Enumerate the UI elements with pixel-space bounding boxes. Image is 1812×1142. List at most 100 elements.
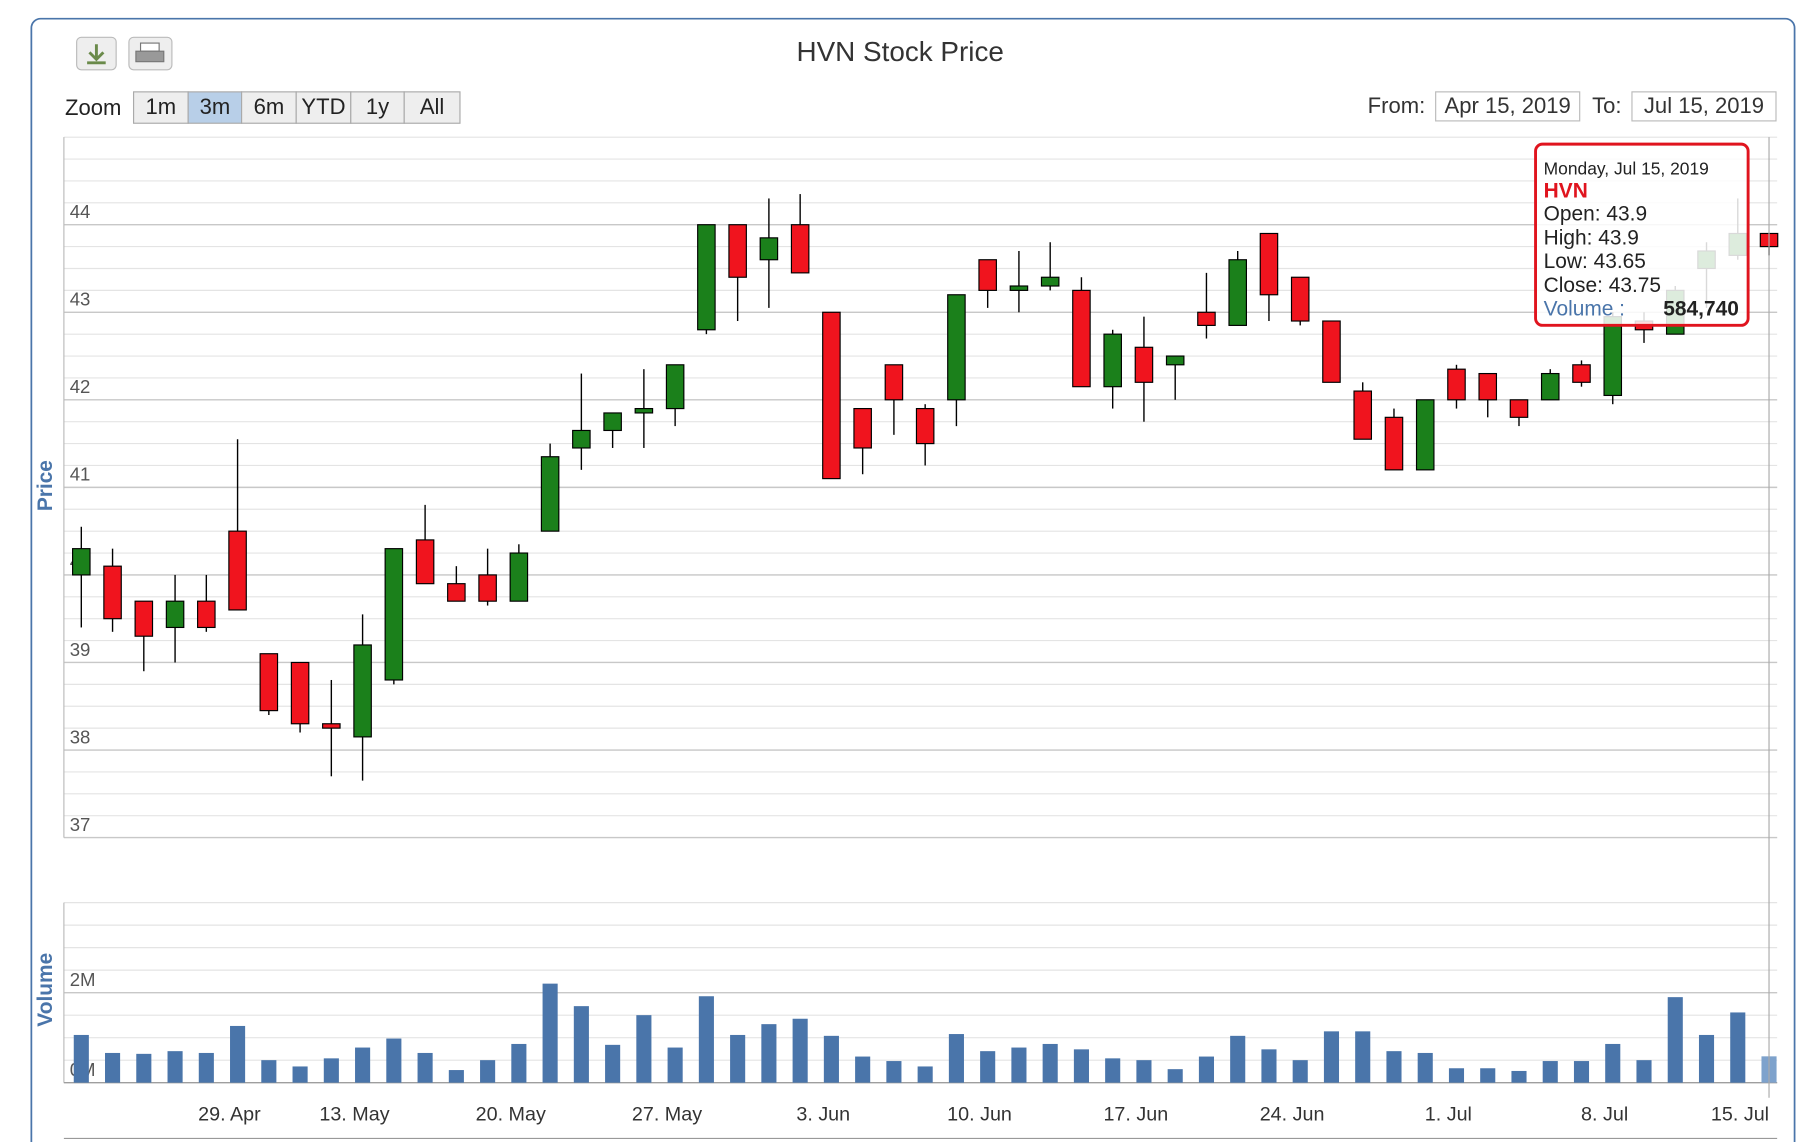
volume-bar [230,1025,246,1083]
volume-bar [167,1051,183,1083]
candle-body [790,224,810,274]
candle-body [884,364,904,401]
volume-bar [917,1066,933,1083]
candle-body [509,552,529,602]
candle-body [1103,333,1122,388]
candle-body [697,224,716,331]
candle-body [353,644,372,738]
x-tick-label: 10. Jun [947,1103,1012,1125]
price-axis-title: Price [34,460,57,511]
candle-body [1384,416,1404,471]
print-button[interactable] [128,36,173,71]
volume-bar [605,1044,621,1083]
volume-bar [480,1060,496,1083]
volume-bar [667,1047,683,1083]
from-label: From: [1368,93,1426,118]
x-tick-label: 24. Jun [1260,1103,1325,1125]
candle-body [603,412,622,432]
candle-body [822,311,841,480]
candle-body [1197,311,1216,326]
volume-bar [1292,1060,1308,1083]
candle-body [540,456,560,532]
volume-bar [1323,1031,1340,1083]
tooltip-volume-label: Volume : [1544,298,1625,321]
volume-bar [1448,1068,1465,1083]
volume-bar [292,1066,308,1083]
volume-bar [1073,1049,1089,1083]
volume-axis-title: Volume [34,953,57,1027]
zoom-button[interactable] [403,91,461,124]
candle-body [384,548,404,681]
volume-bar [886,1061,902,1083]
volume-bar [1511,1070,1527,1083]
to-input[interactable] [1631,91,1777,122]
candle-body [134,600,154,637]
candle-body [415,539,435,585]
candle-body [165,600,185,629]
candle-body [853,407,872,449]
candle-body [1353,390,1373,440]
x-tick-label: 29. Apr [198,1103,261,1125]
y-tick-label: 42 [70,376,91,397]
volume-bar [1011,1047,1027,1083]
volume-bar [323,1058,339,1083]
y-tick-label: 44 [70,201,91,222]
volume-bar [1355,1031,1371,1083]
volume-bar [823,1035,839,1083]
zoom-button-label: 1y [366,94,389,119]
volume-bar [261,1060,277,1083]
volume-bar [1698,1034,1715,1083]
candle-body [1134,346,1154,383]
candle-body [1259,232,1279,296]
candle-body [228,530,247,611]
volume-bar [198,1052,214,1083]
candle-body [978,259,997,291]
export-button[interactable] [76,36,117,71]
tooltip-box [1534,142,1750,327]
volume-bar [511,1043,527,1083]
y-tick-label: 2M [70,969,96,990]
x-tick-label: 20. May [476,1103,546,1125]
candle-body [1072,289,1091,388]
candle-body [1290,276,1310,322]
from-input[interactable] [1435,91,1581,122]
tooltip-field-value: 43.9 [1598,226,1639,249]
candle-body [1322,320,1341,383]
volume-bar [1105,1058,1121,1083]
zoom-button[interactable] [350,91,405,124]
tooltip-field-value: 43.65 [1594,250,1646,273]
volume-bar [1542,1061,1558,1083]
candle-body [197,600,216,629]
y-tick-label: 37 [70,814,91,835]
candle-body [1540,372,1560,401]
candle-body [1603,316,1623,397]
candle-body [634,407,654,414]
tooltip-field-label: Open: [1544,203,1601,226]
volume-bar [980,1051,996,1083]
candle-body [572,429,591,449]
zoom-label: Zoom [65,95,121,120]
tooltip-field-value: 43.9 [1606,203,1647,226]
volume-bar [792,1018,808,1083]
zoom-button-label: 6m [254,94,285,119]
zoom-button-label: YTD [301,94,345,119]
volume-bar [386,1038,402,1083]
candle-body [1040,276,1060,287]
tooltip-field-label: Low: [1544,250,1588,273]
x-tick-label: 3. Jun [796,1103,850,1125]
x-tick-label: 15. Jul [1711,1103,1769,1125]
candle-body [259,653,279,712]
candle-body [290,661,310,725]
to-value: Jul 15, 2019 [1644,93,1764,118]
candle-body [1447,368,1466,401]
x-tick-label: 8. Jul [1581,1103,1628,1125]
candle-body [447,583,466,602]
volume-bar [636,1015,652,1083]
candle-body [728,224,747,278]
tooltip-volume-value: 584,740 [1663,298,1739,321]
candle-body [322,723,341,729]
volume-bar [136,1053,152,1083]
